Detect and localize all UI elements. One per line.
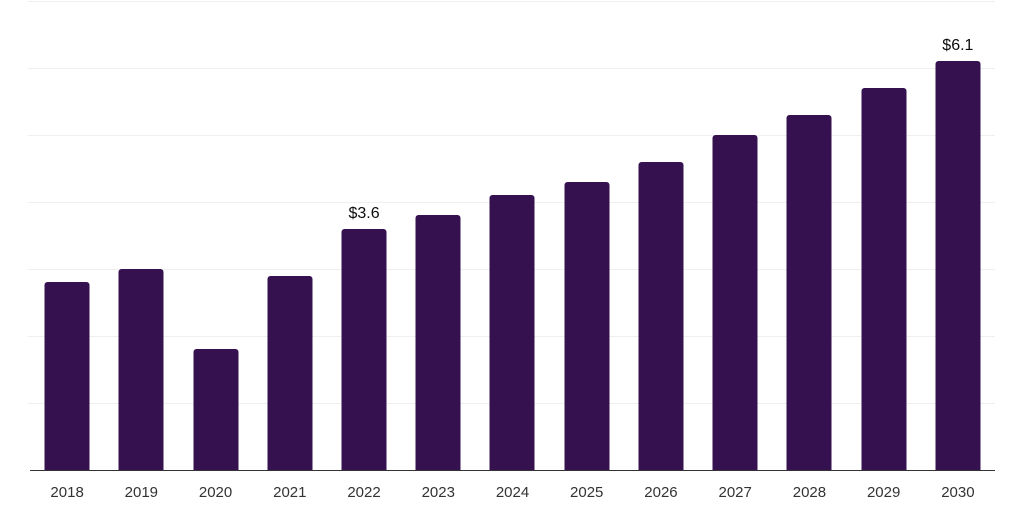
bar-2028 bbox=[786, 114, 832, 470]
x-tick-label-2024: 2024 bbox=[495, 484, 530, 501]
x-tick-label-2026: 2026 bbox=[644, 484, 678, 501]
gridline-5 bbox=[28, 135, 995, 136]
bar-group-2030: $6.1 bbox=[921, 1, 995, 470]
bar-2018 bbox=[44, 282, 90, 470]
bar-2021 bbox=[267, 275, 313, 470]
bar-2026 bbox=[638, 161, 684, 470]
bar-2020 bbox=[193, 349, 239, 470]
bar-group-2029 bbox=[847, 1, 921, 470]
bar-group-2025 bbox=[550, 1, 624, 470]
bar-group-2018 bbox=[30, 1, 104, 470]
bar-2023 bbox=[415, 215, 461, 470]
bar-2019 bbox=[118, 269, 164, 470]
gridline-6 bbox=[28, 68, 995, 69]
x-tick-label-2022: 2022 bbox=[347, 484, 381, 501]
bar-2022 bbox=[341, 228, 387, 470]
bar-group-2019 bbox=[104, 1, 178, 470]
bar-2025 bbox=[564, 181, 610, 470]
bar-2024 bbox=[489, 195, 535, 470]
value-label-2022: $3.6 bbox=[348, 204, 380, 222]
value-label-2030: $6.1 bbox=[942, 37, 974, 55]
bar-group-2023 bbox=[401, 1, 475, 470]
x-tick-label-2019: 2019 bbox=[124, 484, 159, 501]
x-tick-label-2029: 2029 bbox=[866, 484, 901, 501]
x-tick-label-2023: 2023 bbox=[421, 484, 455, 501]
bar-group-2022: $3.6 bbox=[327, 1, 401, 470]
bar-group-2027 bbox=[698, 1, 772, 470]
bar-group-2021 bbox=[253, 1, 327, 470]
bar-2027 bbox=[712, 135, 758, 470]
x-tick-label-2025: 2025 bbox=[570, 484, 604, 501]
gridline-7 bbox=[28, 1, 995, 2]
plot-area: $3.6 $6.1 bbox=[28, 1, 995, 471]
bar-group-2028 bbox=[772, 1, 846, 470]
bar-group-2026 bbox=[624, 1, 698, 470]
x-tick-label-2018: 2018 bbox=[50, 484, 84, 501]
bar-2029 bbox=[861, 88, 907, 470]
bar-group-2020 bbox=[178, 1, 252, 470]
bar-group-2024 bbox=[475, 1, 549, 470]
x-tick-label-2021: 2021 bbox=[273, 484, 307, 501]
x-tick-label-2030: 2030 bbox=[941, 484, 975, 501]
x-tick-label-2027: 2027 bbox=[718, 484, 752, 501]
x-tick-label-2020: 2020 bbox=[198, 484, 233, 501]
bar-2030 bbox=[935, 61, 981, 470]
x-tick-label-2028: 2028 bbox=[792, 484, 827, 501]
x-axis-tick-labels: 2018 2019 2020 2021 2022 2023 2024 2025 2026 2027… bbox=[30, 484, 995, 504]
